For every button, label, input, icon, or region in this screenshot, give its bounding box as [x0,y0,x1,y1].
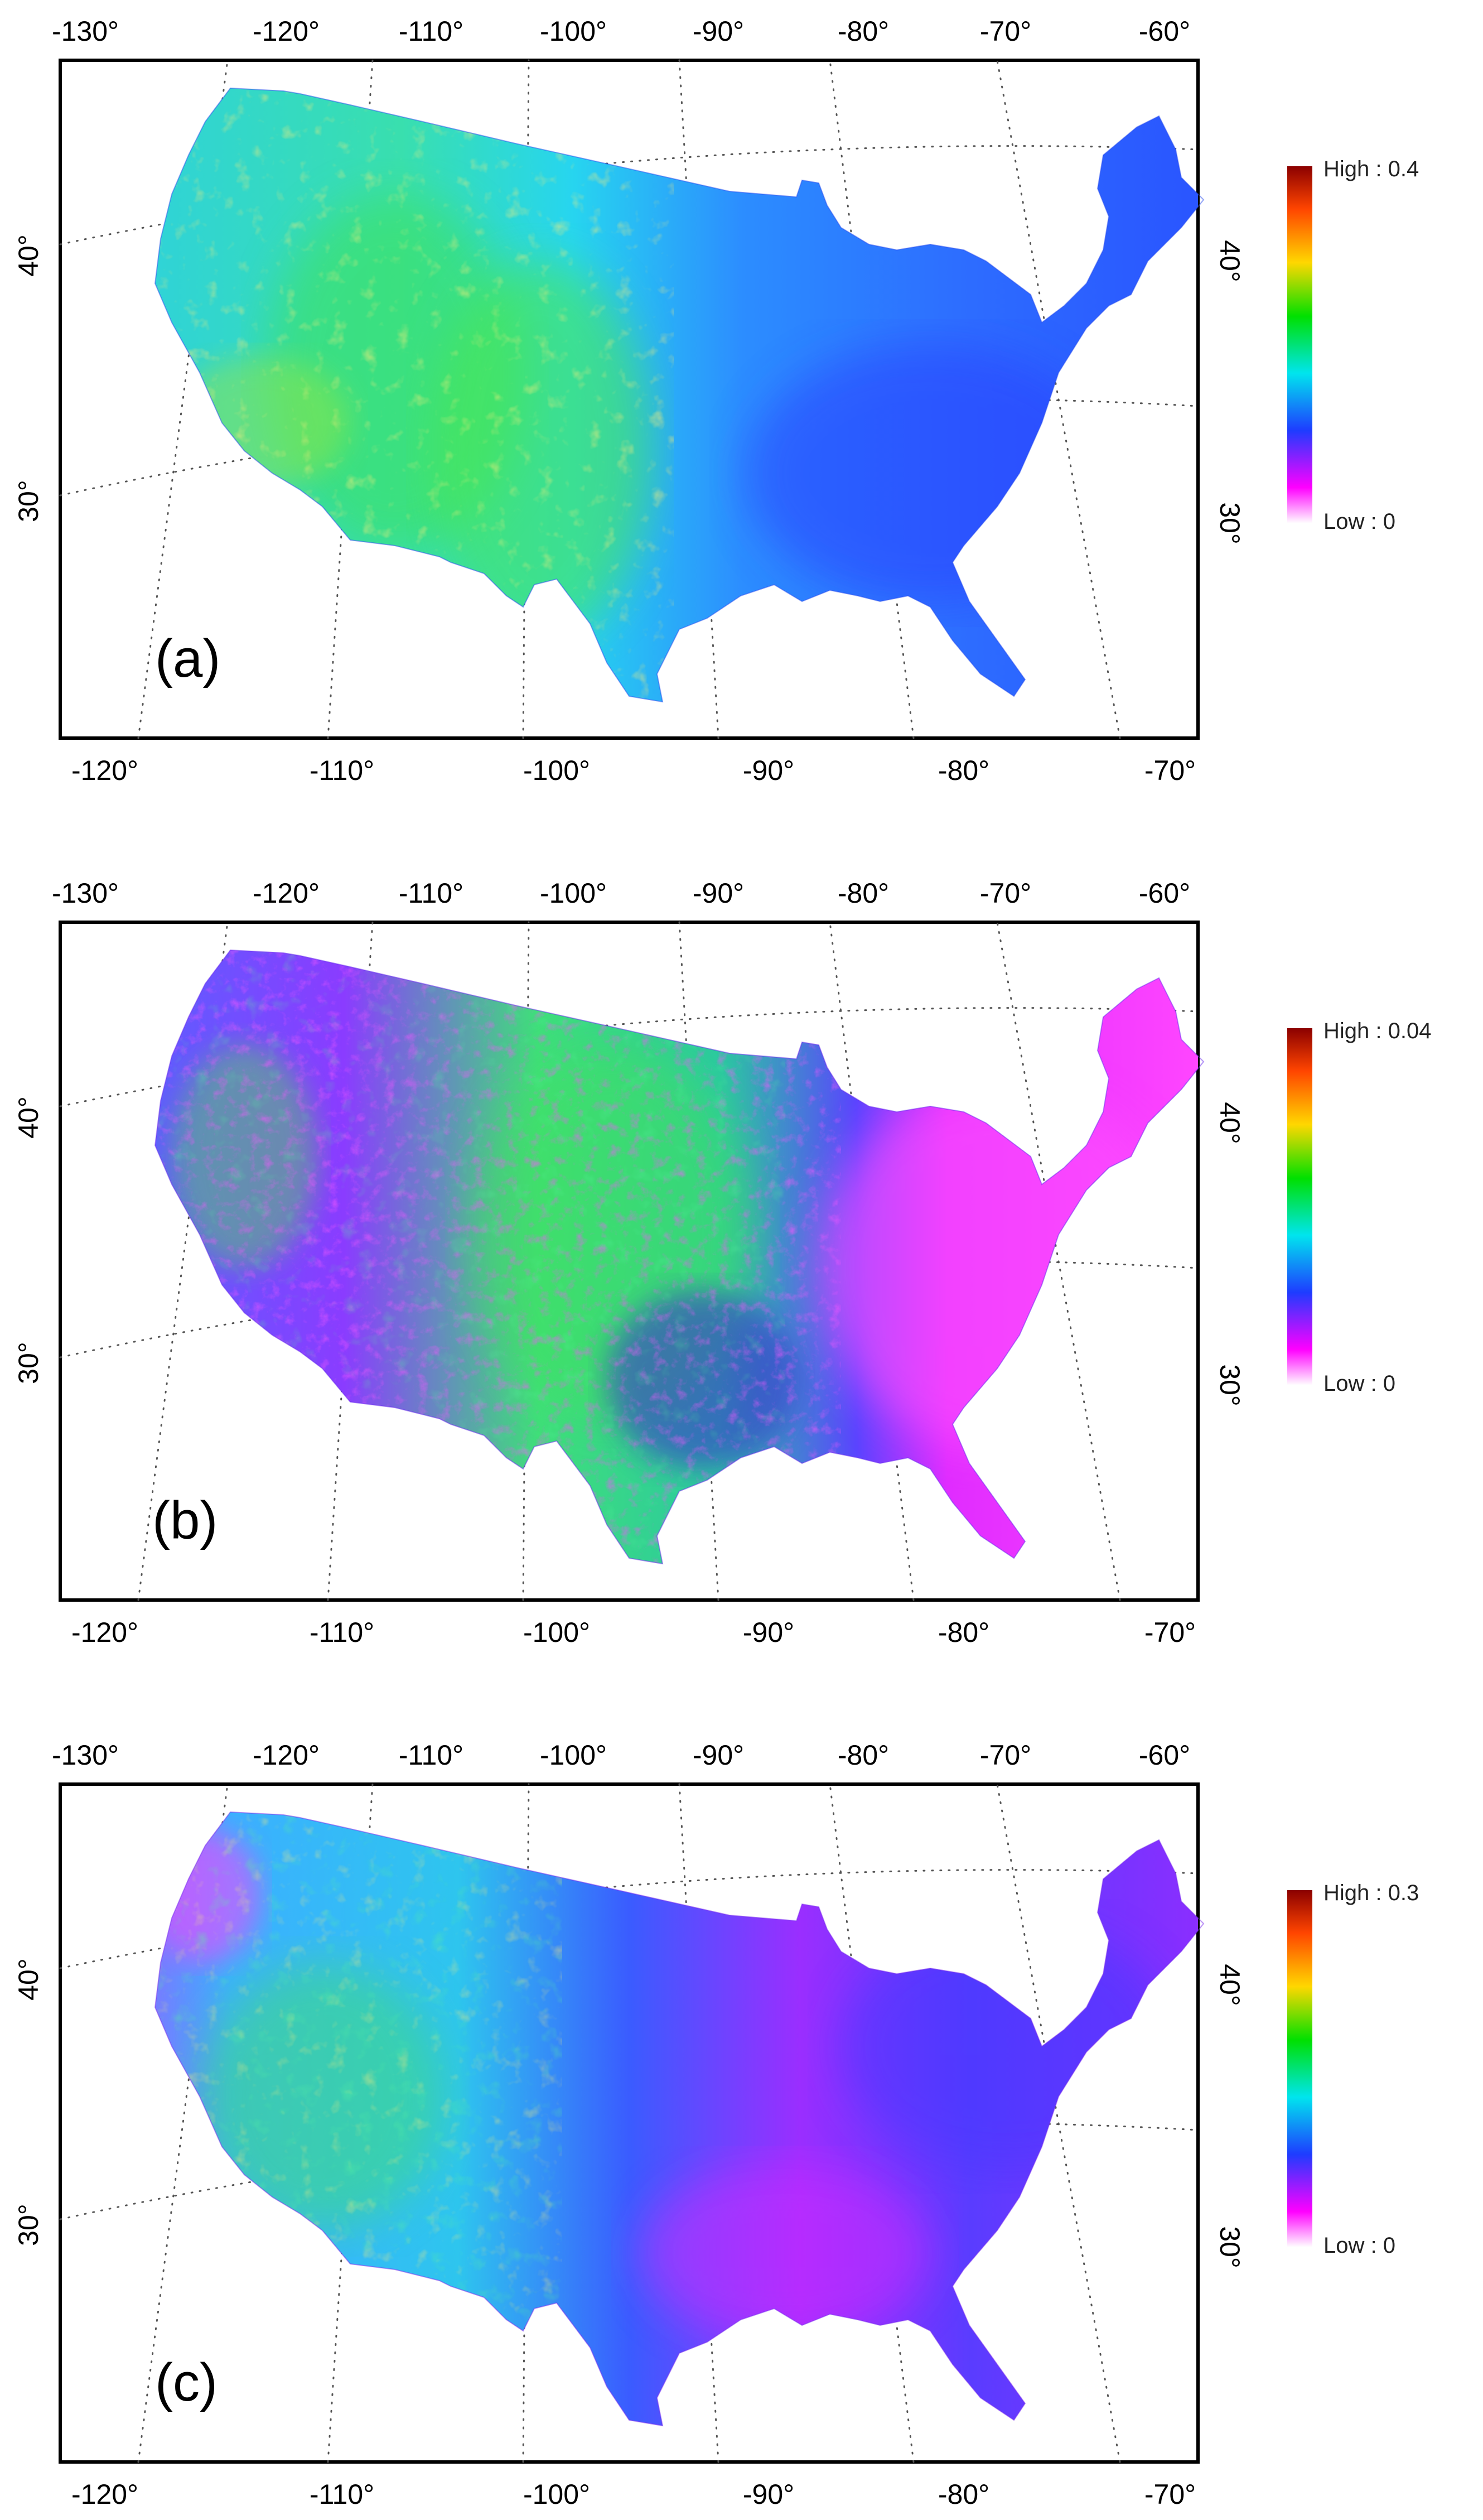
raster-a [155,88,1198,702]
panel-b: (b) -130° -120° -110° -100° -90° -80° -7… [13,878,1431,1648]
top-tick: -80° [838,1740,889,1771]
top-axis: -130° -120° -110° -100° -90° -80° -70° -… [52,1740,1190,1771]
legend: High : 0.3 Low : 0 [1287,1881,1419,2258]
bottom-tick: -110° [310,2479,374,2510]
top-tick: -130° [52,16,119,47]
map-area: (b) [59,921,1204,1602]
top-tick: -110° [399,878,463,909]
map-area: (a) [59,59,1204,740]
raster-c [155,1812,1198,2426]
bottom-tick: -100° [523,755,590,786]
bottom-tick: -120° [71,2479,138,2510]
right-tick: 30° [1214,502,1245,545]
bottom-tick: -100° [523,2479,590,2510]
bottom-tick: -70° [1144,1617,1196,1648]
bottom-tick: -80° [938,755,989,786]
top-tick: -130° [52,878,119,909]
legend: High : 0.04 Low : 0 [1287,1019,1431,1396]
top-tick: -70° [980,1740,1031,1771]
top-tick: -100° [540,1740,607,1771]
bottom-tick: -80° [938,1617,989,1648]
raster-b [155,950,1198,1564]
top-tick: -90° [693,878,744,909]
bottom-tick: -80° [938,2479,989,2510]
top-tick: -80° [838,16,889,47]
top-tick: -100° [540,878,607,909]
top-axis: -130° -120° -110° -100° -90° -80° -70° -… [52,878,1190,909]
left-tick: 40° [13,234,44,277]
bottom-tick: -110° [310,1617,374,1648]
top-axis: -130° -120° -110° -100° -90° -80° -70° -… [52,16,1190,47]
top-tick: -130° [52,1740,119,1771]
legend-low: Low : 0 [1323,2233,1395,2258]
legend-high: High : 0.3 [1323,1881,1419,1905]
bottom-axis: -120° -110° -100° -90° -80° -70° [71,1617,1196,1648]
legend-high: High : 0.4 [1323,157,1419,181]
top-tick: -120° [253,1740,320,1771]
legend: High : 0.4 Low : 0 [1287,157,1419,534]
top-tick: -110° [399,16,463,47]
top-tick: -60° [1139,16,1190,47]
right-tick: 40° [1214,1102,1245,1144]
panel-c: (c) -130° -120° -110° -100° -90° -80° -7… [13,1740,1419,2510]
bottom-axis: -120° -110° -100° -90° -80° -70° [71,755,1196,786]
bottom-tick: -90° [743,755,794,786]
colorbar [1287,1890,1312,2247]
panel-label: (b) [152,1491,218,1550]
colorbar [1287,166,1312,523]
top-tick: -70° [980,16,1031,47]
bottom-tick: -70° [1144,755,1196,786]
bottom-tick: -90° [743,2479,794,2510]
top-tick: -60° [1139,1740,1190,1771]
bottom-tick: -110° [310,755,374,786]
top-tick: -60° [1139,878,1190,909]
legend-low: Low : 0 [1323,1371,1395,1396]
right-tick: 40° [1214,1964,1245,2006]
left-tick: 40° [13,1958,44,2001]
left-tick: 30° [13,2204,44,2246]
top-tick: -110° [399,1740,463,1771]
bottom-axis: -120° -110° -100° -90° -80° -70° [71,2479,1196,2510]
top-tick: -120° [253,878,320,909]
right-tick: 30° [1214,2226,1245,2268]
bottom-tick: -100° [523,1617,590,1648]
top-tick: -100° [540,16,607,47]
top-tick: -80° [838,878,889,909]
bottom-tick: -120° [71,755,138,786]
colorbar [1287,1028,1312,1385]
bottom-tick: -120° [71,1617,138,1648]
bottom-tick: -90° [743,1617,794,1648]
top-tick: -70° [980,878,1031,909]
left-tick: 40° [13,1096,44,1139]
left-tick: 30° [13,480,44,522]
right-tick: 30° [1214,1364,1245,1406]
legend-low: Low : 0 [1323,509,1395,534]
bottom-tick: -70° [1144,2479,1196,2510]
top-tick: -90° [693,16,744,47]
panel-a: (a) -130° -120° -110° -100° -90° -80° -7… [13,16,1419,786]
top-tick: -90° [693,1740,744,1771]
legend-high: High : 0.04 [1323,1019,1431,1043]
left-tick: 30° [13,1342,44,1384]
map-area: (c) [59,1782,1204,2464]
right-tick: 40° [1214,240,1245,282]
panel-label: (a) [155,629,220,688]
panel-label: (c) [155,2353,218,2412]
top-tick: -120° [253,16,320,47]
